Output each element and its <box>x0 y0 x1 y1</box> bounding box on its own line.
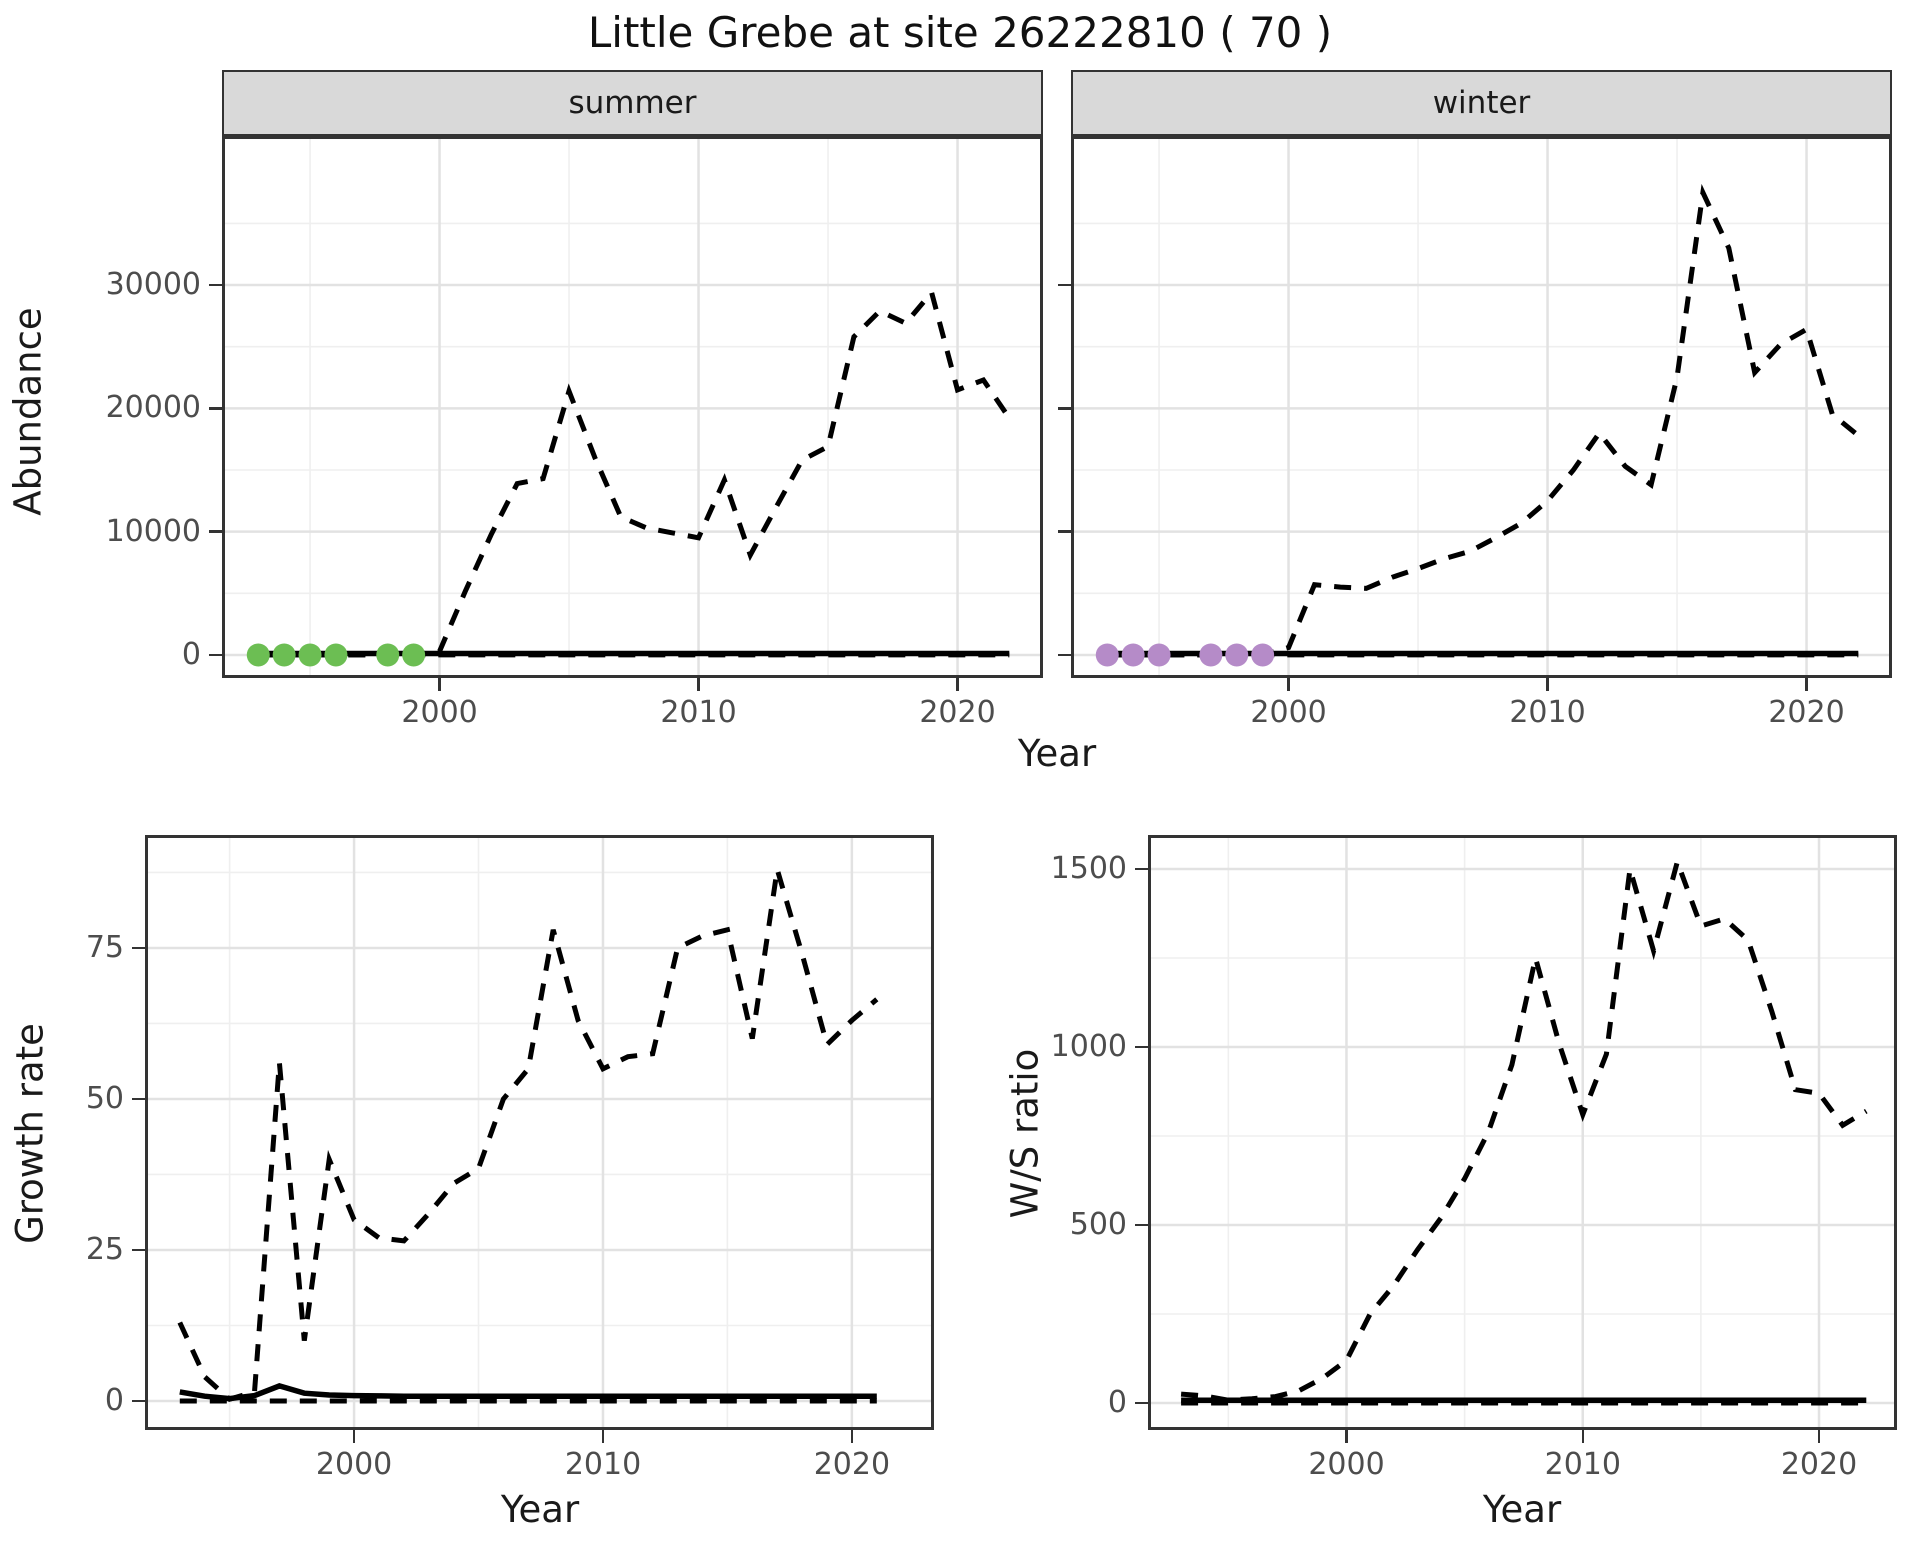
y-tick-label: 1500 <box>1050 851 1127 886</box>
chart-title: Little Grebe at site 26222810 ( 70 ) <box>587 8 1333 57</box>
facet-strip-summer: summer <box>222 70 1043 136</box>
facet-strip-winter-label: winter <box>1432 85 1531 121</box>
y-tick-mark <box>1058 283 1071 287</box>
x-tick-label: 2020 <box>1780 1447 1858 1482</box>
y-tick-label: 75 <box>85 930 124 965</box>
y-tick-label: 50 <box>85 1081 124 1116</box>
y-tick-label: 25 <box>85 1232 124 1267</box>
x-tick-label: 2020 <box>919 695 996 730</box>
y-tick-mark <box>1058 653 1071 657</box>
y-tick-mark <box>1135 867 1148 871</box>
x-tick-label: 2000 <box>1250 695 1327 730</box>
x-tick-mark <box>1345 1430 1348 1443</box>
x-tick-mark <box>1581 1430 1584 1443</box>
y-tick-label: 10000 <box>105 513 201 549</box>
y-tick-mark <box>1135 1045 1148 1049</box>
summer-panel <box>222 136 1043 678</box>
y-tick-label: 500 <box>1069 1207 1127 1242</box>
y-tick-mark <box>209 530 222 533</box>
y-tick-mark <box>1058 407 1071 410</box>
x-tick-label: 2000 <box>1308 1447 1385 1482</box>
x-tick-mark <box>601 1430 605 1443</box>
y-tick-mark <box>1058 530 1071 533</box>
y-tick-label: 0 <box>104 1383 124 1418</box>
y-axis-title-abundance: Abundance <box>6 307 50 516</box>
x-tick-label: 2010 <box>564 1447 642 1482</box>
x-tick-mark <box>1287 678 1290 691</box>
y-tick-mark <box>132 1399 145 1403</box>
ws-modelled-dashed-line <box>1180 853 1868 1403</box>
summer-count-dot <box>246 643 270 667</box>
growth-panel <box>145 835 934 1430</box>
winter-count-dot <box>1251 643 1275 667</box>
ws-panel <box>1148 835 1897 1430</box>
y-tick-mark <box>1135 1223 1148 1227</box>
y-tick-label: 0 <box>181 636 201 672</box>
summer-count-dot <box>298 643 322 667</box>
winter-panel <box>1071 136 1892 678</box>
winter-count-dot <box>1095 643 1119 667</box>
x-tick-mark <box>956 678 959 691</box>
winter-count-dot <box>1121 643 1145 667</box>
y-tick-mark <box>209 283 222 287</box>
y-tick-label: 30000 <box>105 267 201 303</box>
y-tick-label: 0 <box>1107 1385 1127 1420</box>
x-tick-mark <box>1817 1430 1821 1443</box>
x-tick-mark <box>1546 678 1549 691</box>
winter-count-dot <box>1225 643 1249 667</box>
x-axis-title-year-ws: Year <box>1482 1488 1562 1531</box>
y-tick-mark <box>209 653 222 657</box>
y-tick-mark <box>132 1248 145 1252</box>
x-tick-label: 2000 <box>401 695 478 730</box>
x-tick-mark <box>438 678 441 691</box>
x-tick-mark <box>850 1430 854 1443</box>
x-tick-mark <box>1805 678 1808 691</box>
growth-modelled-dashed-line <box>177 868 879 1402</box>
y-tick-mark <box>209 407 222 410</box>
x-tick-label: 2010 <box>660 695 737 730</box>
winter-count-dot <box>1147 643 1171 667</box>
x-tick-label: 2020 <box>1768 695 1845 730</box>
growth-observed-solid-line <box>179 1382 877 1402</box>
summer-count-dot <box>272 643 296 667</box>
y-tick-mark <box>132 946 145 950</box>
y-tick-mark <box>132 1097 145 1101</box>
facet-strip-summer-label: summer <box>568 85 697 121</box>
summer-count-dot <box>402 643 426 667</box>
y-tick-mark <box>1135 1401 1148 1405</box>
winter-modelled-dashed-line <box>1107 183 1860 658</box>
x-axis-title-year-growth: Year <box>500 1488 580 1531</box>
x-axis-title-year-top: Year <box>1017 732 1097 775</box>
facet-strip-winter: winter <box>1071 70 1892 136</box>
x-tick-label: 2010 <box>1509 695 1586 730</box>
x-tick-label: 2010 <box>1544 1447 1621 1482</box>
y-tick-label: 1000 <box>1050 1029 1127 1064</box>
summer-count-dot <box>324 643 348 667</box>
summer-count-dot <box>376 643 400 667</box>
y-tick-label: 20000 <box>105 390 201 426</box>
x-tick-label: 2000 <box>315 1447 393 1482</box>
y-axis-title-ws-ratio: W/S ratio <box>1003 1048 1047 1219</box>
winter-count-dot <box>1199 643 1223 667</box>
x-tick-mark <box>352 1430 356 1443</box>
x-tick-mark <box>697 678 700 691</box>
x-tick-label: 2020 <box>813 1447 891 1482</box>
